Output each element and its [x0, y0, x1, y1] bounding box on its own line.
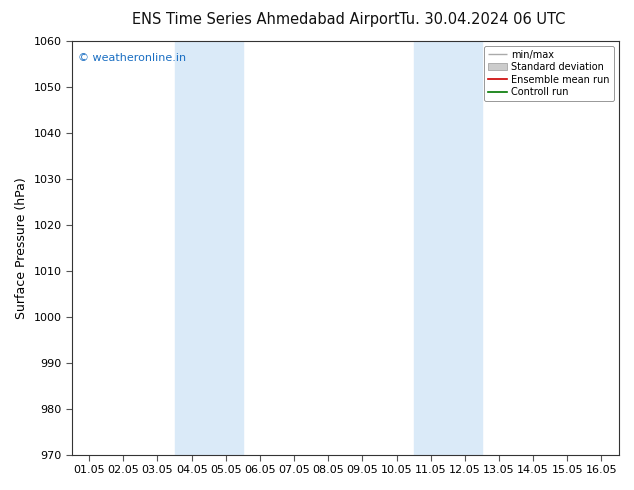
Y-axis label: Surface Pressure (hPa): Surface Pressure (hPa): [15, 177, 28, 318]
Legend: min/max, Standard deviation, Ensemble mean run, Controll run: min/max, Standard deviation, Ensemble me…: [484, 46, 614, 101]
Text: ENS Time Series Ahmedabad Airport: ENS Time Series Ahmedabad Airport: [133, 12, 400, 27]
Text: © weatheronline.in: © weatheronline.in: [77, 53, 186, 64]
Text: Tu. 30.04.2024 06 UTC: Tu. 30.04.2024 06 UTC: [399, 12, 565, 27]
Bar: [174, 41, 243, 455]
Bar: [413, 41, 482, 455]
